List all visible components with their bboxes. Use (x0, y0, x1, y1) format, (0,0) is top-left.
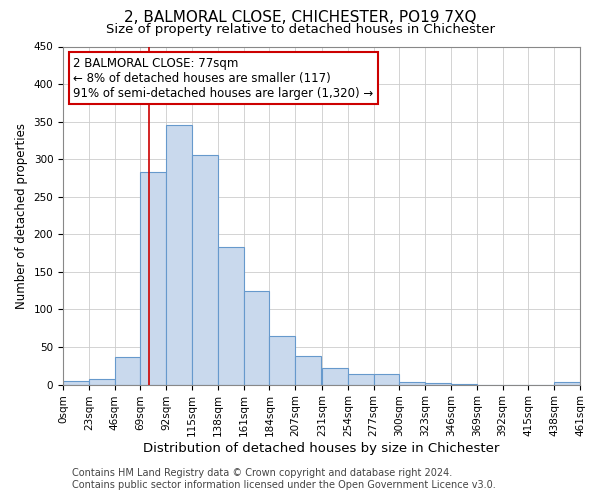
Bar (140, 172, 166, 384)
Bar (166, 126, 192, 384)
Bar (244, 290, 269, 384)
Bar (554, 382, 580, 384)
Text: 2 BALMORAL CLOSE: 77sqm
← 8% of detached houses are smaller (117)
91% of semi-de: 2 BALMORAL CLOSE: 77sqm ← 8% of detached… (73, 56, 374, 100)
Bar (115, 357, 140, 384)
Bar (374, 374, 400, 384)
Bar (63, 381, 89, 384)
Bar (218, 247, 244, 384)
Y-axis label: Number of detached properties: Number of detached properties (15, 122, 28, 308)
Text: Size of property relative to detached houses in Chichester: Size of property relative to detached ho… (106, 22, 494, 36)
Bar (425, 383, 451, 384)
X-axis label: Distribution of detached houses by size in Chichester: Distribution of detached houses by size … (143, 442, 500, 455)
Text: Contains HM Land Registry data © Crown copyright and database right 2024.
Contai: Contains HM Land Registry data © Crown c… (72, 468, 496, 490)
Bar (89, 378, 115, 384)
Bar (348, 374, 374, 384)
Bar (295, 356, 321, 384)
Bar (192, 156, 218, 384)
Bar (322, 368, 348, 384)
Bar (400, 382, 425, 384)
Text: 2, BALMORAL CLOSE, CHICHESTER, PO19 7XQ: 2, BALMORAL CLOSE, CHICHESTER, PO19 7XQ (124, 10, 476, 25)
Bar (269, 336, 295, 384)
